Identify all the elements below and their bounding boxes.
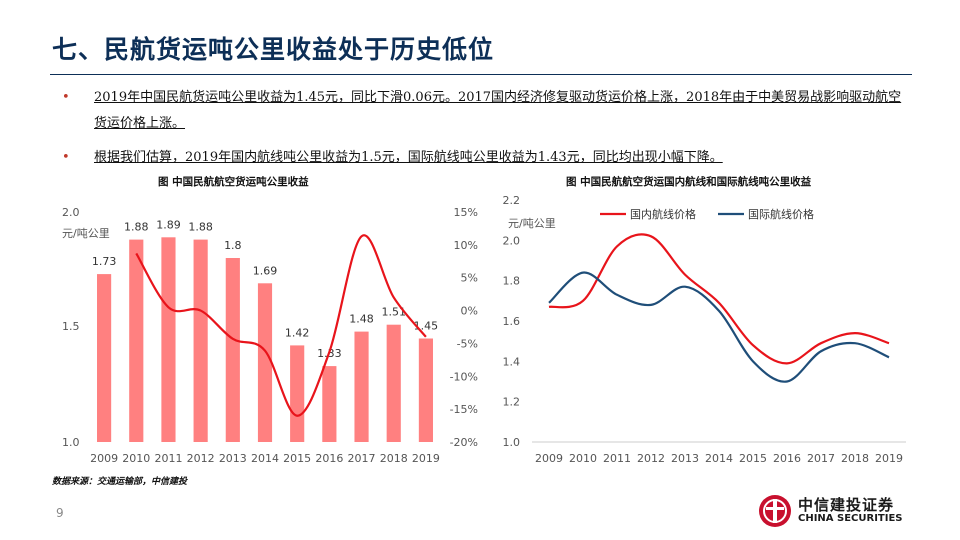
y2-tick-label: -10% bbox=[450, 370, 478, 383]
logo-emblem-icon bbox=[759, 495, 791, 527]
series-line-international bbox=[548, 271, 890, 383]
bar bbox=[97, 274, 112, 442]
x-tick-label: 2012 bbox=[637, 452, 665, 465]
chart-cargo-yield: 2.0 1.5 1.0 元/吨公里 15% 10% 5% 0% -5% -10% -15% -20% 1… bbox=[62, 206, 478, 465]
y2-tick-label: -20% bbox=[450, 436, 478, 449]
y2-tick-label: 0% bbox=[461, 305, 478, 318]
y-tick-label: 2.0 bbox=[62, 206, 80, 219]
x-tick-label: 2013 bbox=[671, 452, 699, 465]
y-tick-label: 2.2 bbox=[503, 194, 521, 207]
x-tick-label: 2014 bbox=[251, 452, 279, 465]
bar-data-label: 1.8 bbox=[224, 239, 242, 252]
y2-tick-label: -5% bbox=[457, 337, 478, 350]
bar-data-label: 1.73 bbox=[92, 255, 117, 268]
data-source: 数据来源：交通运输部，中信建投 bbox=[52, 477, 188, 487]
yoy-series-line bbox=[135, 234, 427, 417]
bar bbox=[418, 338, 433, 442]
bar bbox=[257, 283, 273, 442]
x-tick-label: 2018 bbox=[380, 452, 408, 465]
bar bbox=[290, 345, 305, 442]
bar-data-label: 1.42 bbox=[285, 326, 310, 339]
y-tick-label: 1.0 bbox=[62, 436, 80, 449]
y-tick-label: 1.5 bbox=[62, 320, 80, 333]
y2-tick-label: 10% bbox=[454, 239, 478, 252]
x-tick-label: 2011 bbox=[603, 452, 631, 465]
bar bbox=[354, 331, 369, 442]
bullet-dot-icon: • bbox=[62, 90, 70, 105]
title-divider bbox=[50, 74, 912, 75]
y2-tick-label: 15% bbox=[454, 206, 478, 219]
bar bbox=[161, 237, 176, 442]
x-tick-label: 2018 bbox=[841, 452, 869, 465]
chart-domestic-international-yield: 1.0 1.2 1.4 1.6 1.8 2.0 2.2 元/吨公里 2009 2010 2011 20… bbox=[503, 194, 906, 465]
x-tick-label: 2019 bbox=[412, 452, 440, 465]
bar bbox=[193, 239, 208, 442]
bar-data-label: 1.88 bbox=[188, 221, 213, 234]
x-tick-label: 2017 bbox=[348, 452, 376, 465]
y2-tick-label: 5% bbox=[461, 272, 478, 285]
chart1-caption: 图 中国民航航空货运吨公里收益 bbox=[158, 176, 309, 188]
x-tick-label: 2016 bbox=[773, 452, 801, 465]
chart2-caption: 图 中国民航航空货运国内航线和国际航线吨公里收益 bbox=[566, 176, 812, 188]
x-tick-label: 2010 bbox=[122, 452, 150, 465]
x-tick-label: 2009 bbox=[90, 452, 118, 465]
bullet-1-text: 2019年中国民航货运吨公里收益为1.45元，同比下滑0.06元。2017国内经… bbox=[94, 90, 902, 131]
bar bbox=[386, 324, 401, 442]
x-tick-label: 2019 bbox=[875, 452, 903, 465]
series-line-domestic bbox=[548, 233, 890, 365]
y2-tick-label: -15% bbox=[450, 403, 478, 416]
bullet-2-text: 根据我们估算，2019年国内航线吨公里收益为1.5元，国际航线吨公里收益为1.4… bbox=[94, 150, 723, 165]
bar-data-label: 1.48 bbox=[349, 313, 374, 326]
x-tick-label: 2011 bbox=[154, 452, 182, 465]
y-axis-title: 元/吨公里 bbox=[508, 217, 556, 230]
legend-label: 国内航线价格 bbox=[630, 207, 696, 221]
bar bbox=[225, 258, 240, 442]
page-number: 9 bbox=[56, 506, 64, 520]
x-tick-label: 2013 bbox=[219, 452, 247, 465]
y-tick-label: 1.0 bbox=[503, 436, 521, 449]
slide-title: 七、民航货运吨公里收益处于历史低位 bbox=[52, 35, 495, 64]
company-logo: 中信建投证券 CHINA SECURITIES bbox=[758, 494, 918, 528]
bar bbox=[322, 366, 337, 442]
y-tick-label: 1.4 bbox=[503, 355, 521, 368]
logo-cn-text: 中信建投证券 bbox=[798, 496, 895, 514]
x-tick-label: 2012 bbox=[187, 452, 215, 465]
bar bbox=[129, 239, 144, 442]
x-tick-label: 2016 bbox=[315, 452, 343, 465]
legend-label: 国际航线价格 bbox=[748, 207, 814, 221]
x-tick-label: 2015 bbox=[739, 452, 767, 465]
y-tick-label: 1.8 bbox=[503, 275, 521, 288]
bar-data-label: 1.88 bbox=[124, 221, 149, 234]
y-axis-title: 元/吨公里 bbox=[62, 227, 110, 240]
bullet-dot-icon: • bbox=[62, 150, 70, 165]
x-tick-label: 2009 bbox=[535, 452, 563, 465]
bar-data-label: 1.69 bbox=[253, 264, 278, 277]
x-tick-label: 2017 bbox=[807, 452, 835, 465]
x-tick-label: 2015 bbox=[283, 452, 311, 465]
y-tick-label: 1.2 bbox=[503, 396, 521, 409]
bar-data-label: 1.51 bbox=[381, 306, 406, 319]
x-tick-label: 2010 bbox=[569, 452, 597, 465]
y-tick-label: 1.6 bbox=[503, 315, 521, 328]
logo-en-text: CHINA SECURITIES bbox=[798, 513, 903, 524]
x-tick-label: 2014 bbox=[705, 452, 733, 465]
y-tick-label: 2.0 bbox=[503, 234, 521, 247]
bar-data-label: 1.89 bbox=[156, 218, 181, 231]
